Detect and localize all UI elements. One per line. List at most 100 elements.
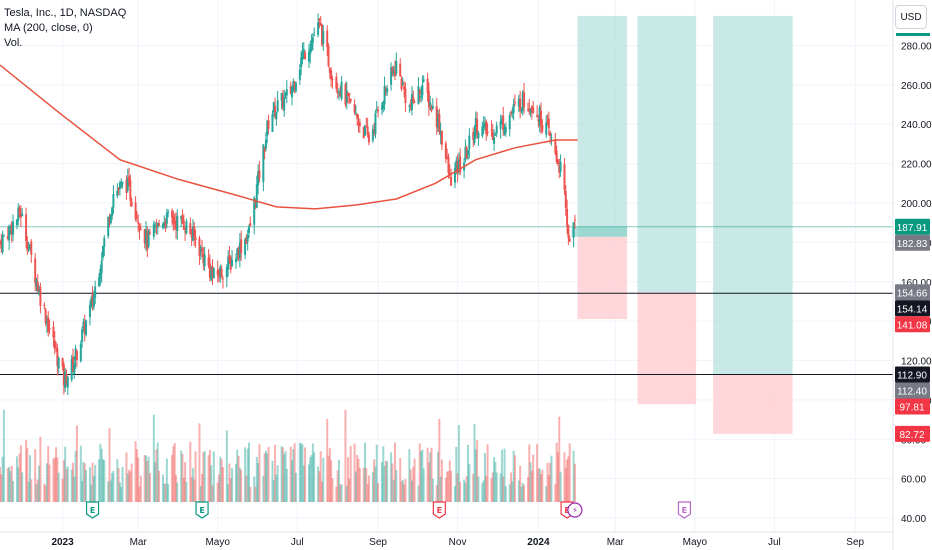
event-markers[interactable]: E E E E ⚡ E [85, 501, 692, 519]
candle-body [154, 225, 157, 227]
volume-bar [455, 446, 458, 502]
volume-bar [404, 479, 407, 502]
volume-bar [380, 461, 383, 502]
volume-bar [172, 446, 175, 502]
ma-200-line [0, 64, 578, 210]
candle-body [147, 231, 150, 247]
symbol-title[interactable]: Tesla, Inc., 1D, NASDAQ [4, 7, 127, 19]
volume-bar [161, 474, 164, 502]
volume-bar [429, 452, 432, 502]
volume-bar [52, 458, 55, 502]
candle-body [563, 164, 566, 190]
volume-bar [247, 442, 250, 502]
volume-bar [437, 451, 440, 502]
volume-bar [313, 452, 316, 502]
candle-body [229, 257, 232, 270]
candle-body [357, 122, 360, 126]
volume-bar [236, 449, 239, 502]
volume-bar [477, 476, 480, 502]
candle-body [289, 86, 292, 94]
volume-bar [439, 476, 442, 502]
volume-bar [467, 444, 470, 502]
volume-bar [73, 476, 76, 502]
volume-bar [421, 449, 424, 502]
candle-body [431, 105, 434, 109]
candle-body [52, 326, 55, 338]
candle-body [545, 122, 548, 136]
candle-body [53, 340, 56, 349]
volume-bar [284, 451, 287, 502]
candle-body [108, 218, 111, 223]
candle-body [481, 126, 484, 137]
volume-bar [44, 485, 47, 502]
horizontal-lines[interactable] [0, 226, 893, 376]
candle-body [510, 111, 513, 114]
volume-bar [554, 484, 557, 502]
candle-body [455, 160, 458, 171]
position-zones [571, 15, 793, 434]
candle-body [79, 343, 82, 362]
volume-bar [262, 475, 265, 502]
candle-body [335, 76, 338, 89]
volume-bar [438, 418, 441, 502]
candle-body [502, 115, 505, 131]
candle-body [17, 207, 20, 221]
price-axis[interactable]: 40.0060.0080.00100.00120.00140.00160.001… [892, 0, 932, 550]
candle-body [28, 244, 31, 250]
candle-body [237, 247, 240, 259]
candle-body [390, 67, 393, 85]
volume-bar [2, 409, 5, 502]
candle-body [240, 239, 243, 253]
candle-body [285, 89, 288, 96]
ma-indicator-label[interactable]: MA (200, close, 0) [4, 22, 93, 34]
volume-bar [219, 456, 222, 502]
candle-body [247, 226, 250, 233]
volume-bar [500, 449, 503, 502]
volume-bar [568, 443, 571, 502]
candle-body [27, 247, 30, 249]
volume-bar [410, 480, 413, 502]
candle-body [318, 18, 321, 21]
volume-bar [375, 444, 378, 502]
volume-bars [0, 409, 576, 502]
candle-body [365, 126, 368, 128]
volume-bar [298, 442, 301, 502]
volume-bar [145, 455, 148, 502]
volume-bar [43, 483, 46, 502]
volume-bar [6, 468, 9, 502]
price-tick-label: 280.00 [901, 41, 932, 52]
candle-body [459, 156, 462, 173]
volume-bar [474, 449, 477, 502]
volume-bar [139, 475, 142, 502]
candle-body [6, 236, 9, 239]
candle-body [568, 238, 571, 242]
candle-body [529, 108, 532, 113]
volume-bar [319, 451, 322, 502]
candle-body [448, 172, 451, 174]
volume-bar [572, 450, 575, 502]
volume-bar [448, 460, 451, 502]
candle-body [468, 135, 471, 149]
candlesticks [0, 13, 576, 395]
candle-body [143, 229, 146, 244]
candle-body [152, 223, 155, 237]
candle-body [504, 127, 507, 133]
volume-bar [331, 478, 334, 502]
time-axis[interactable]: 2023 Mar Mayo Jul Sep Nov 2024 Mar Mayo Jul Sep [0, 531, 893, 548]
volume-bar [550, 455, 553, 502]
price-label-bg [895, 316, 930, 333]
candle-body [264, 139, 267, 149]
profit-zone [577, 15, 628, 237]
currency-button[interactable]: USD [895, 5, 927, 29]
price-labels: 187.91 182.83 154.66 154.14 141.08 112.90 112.… [895, 218, 930, 442]
volume-bar [517, 480, 520, 502]
candle-body [15, 219, 18, 226]
volume-indicator-label[interactable]: Vol. [4, 37, 23, 49]
time-tick-label: Sep [846, 537, 864, 548]
candle-body [74, 348, 77, 360]
candle-body [345, 90, 348, 103]
volume-bar [156, 442, 159, 502]
volume-bar [564, 468, 567, 502]
candle-body [474, 117, 477, 133]
